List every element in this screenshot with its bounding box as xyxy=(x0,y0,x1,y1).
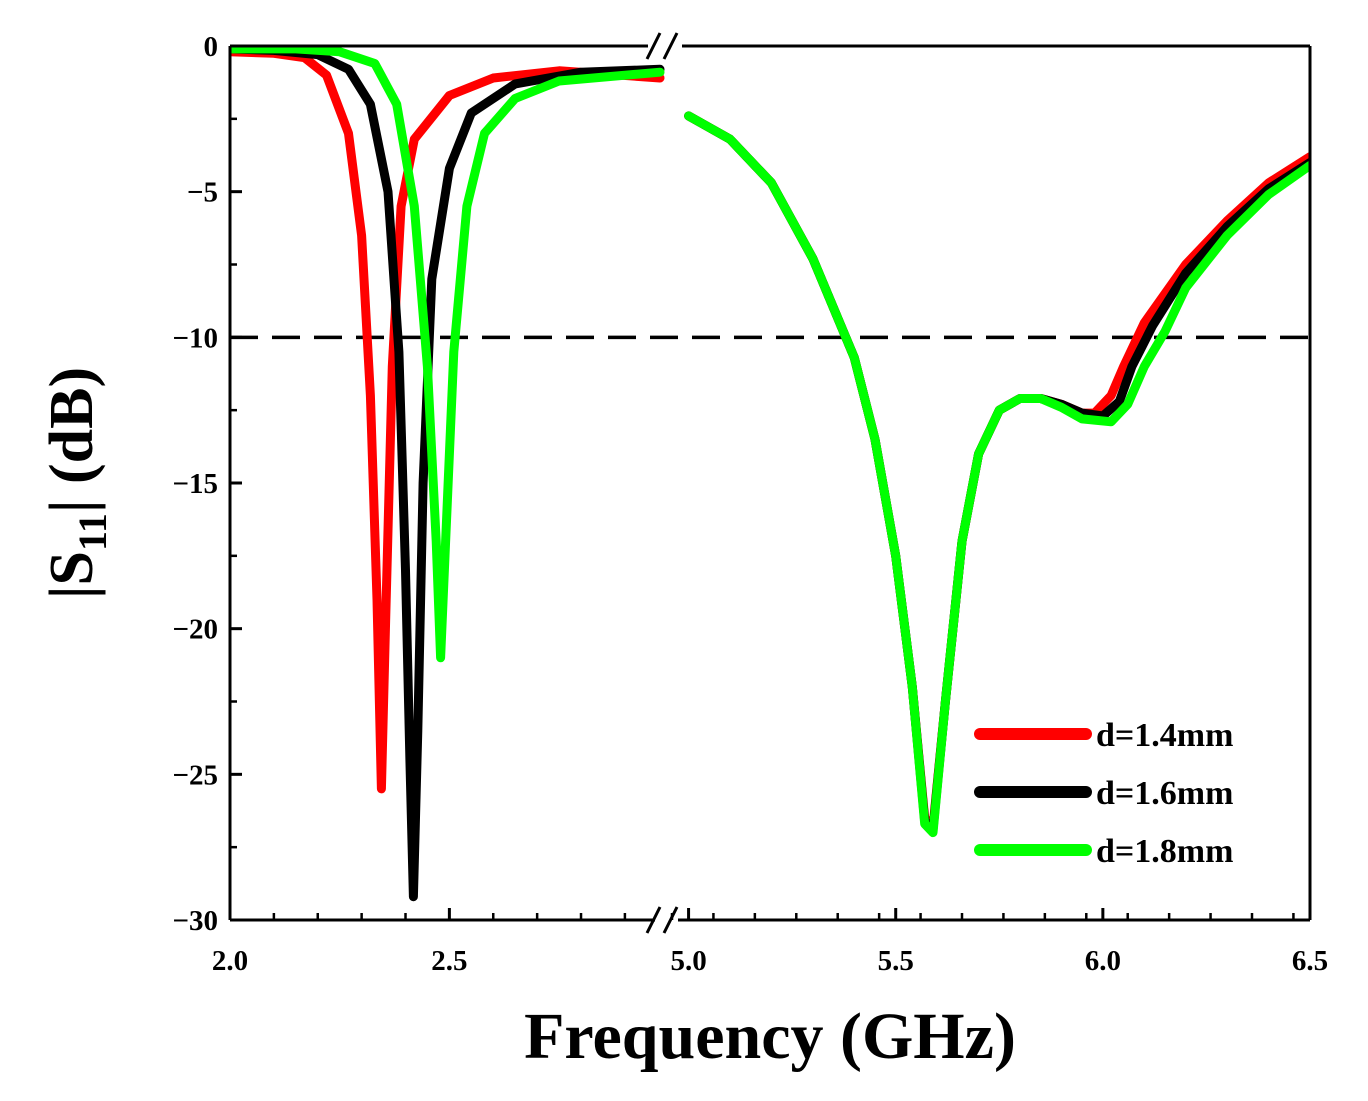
legend-label-2: d=1.6mm xyxy=(1096,775,1233,812)
series-line-1-part-1 xyxy=(230,47,665,794)
x-axis-title: Frequency (GHz) xyxy=(524,1000,1016,1073)
x-tick-label: 6.0 xyxy=(1085,945,1121,977)
y-axis-title: |S11| (dB) xyxy=(38,367,115,599)
legend: d=1.4mm d=1.6mm d=1.8mm xyxy=(974,717,1233,870)
legend-label-1: d=1.4mm xyxy=(1096,717,1233,754)
y-tick-label: −15 xyxy=(172,468,218,500)
axis-break-mark-top-1 xyxy=(645,32,662,60)
legend-label-3: d=1.8mm xyxy=(1096,833,1233,870)
y-tick-label: 0 xyxy=(204,31,219,63)
axis-break-mark-top-2 xyxy=(662,32,679,60)
y-tick-label: −5 xyxy=(187,177,218,209)
y-tick-label: −10 xyxy=(172,322,218,354)
x-tick-label: 6.5 xyxy=(1292,945,1328,977)
series-line-3-part-2 xyxy=(684,111,1310,838)
x-tick-label: 2.0 xyxy=(212,945,248,977)
series-line-2-part-1 xyxy=(230,46,665,902)
y-tick-label: −25 xyxy=(172,759,218,791)
y-axis-title-tail: | (dB) xyxy=(38,367,106,513)
x-tick-label: 2.5 xyxy=(431,945,467,977)
y-tick-label: −20 xyxy=(172,614,218,646)
x-tick-label: 5.5 xyxy=(878,945,914,977)
series-line-3-part-1 xyxy=(230,46,665,663)
axis-break-mark-bottom-2 xyxy=(662,906,679,934)
axis-break-mark-bottom-1 xyxy=(645,906,662,934)
y-axis-title-subscript: 11 xyxy=(70,513,115,551)
x-tick-label: 5.0 xyxy=(670,945,706,977)
y-tick-label: −30 xyxy=(172,905,218,937)
y-axis-title-main: |S xyxy=(38,551,106,599)
